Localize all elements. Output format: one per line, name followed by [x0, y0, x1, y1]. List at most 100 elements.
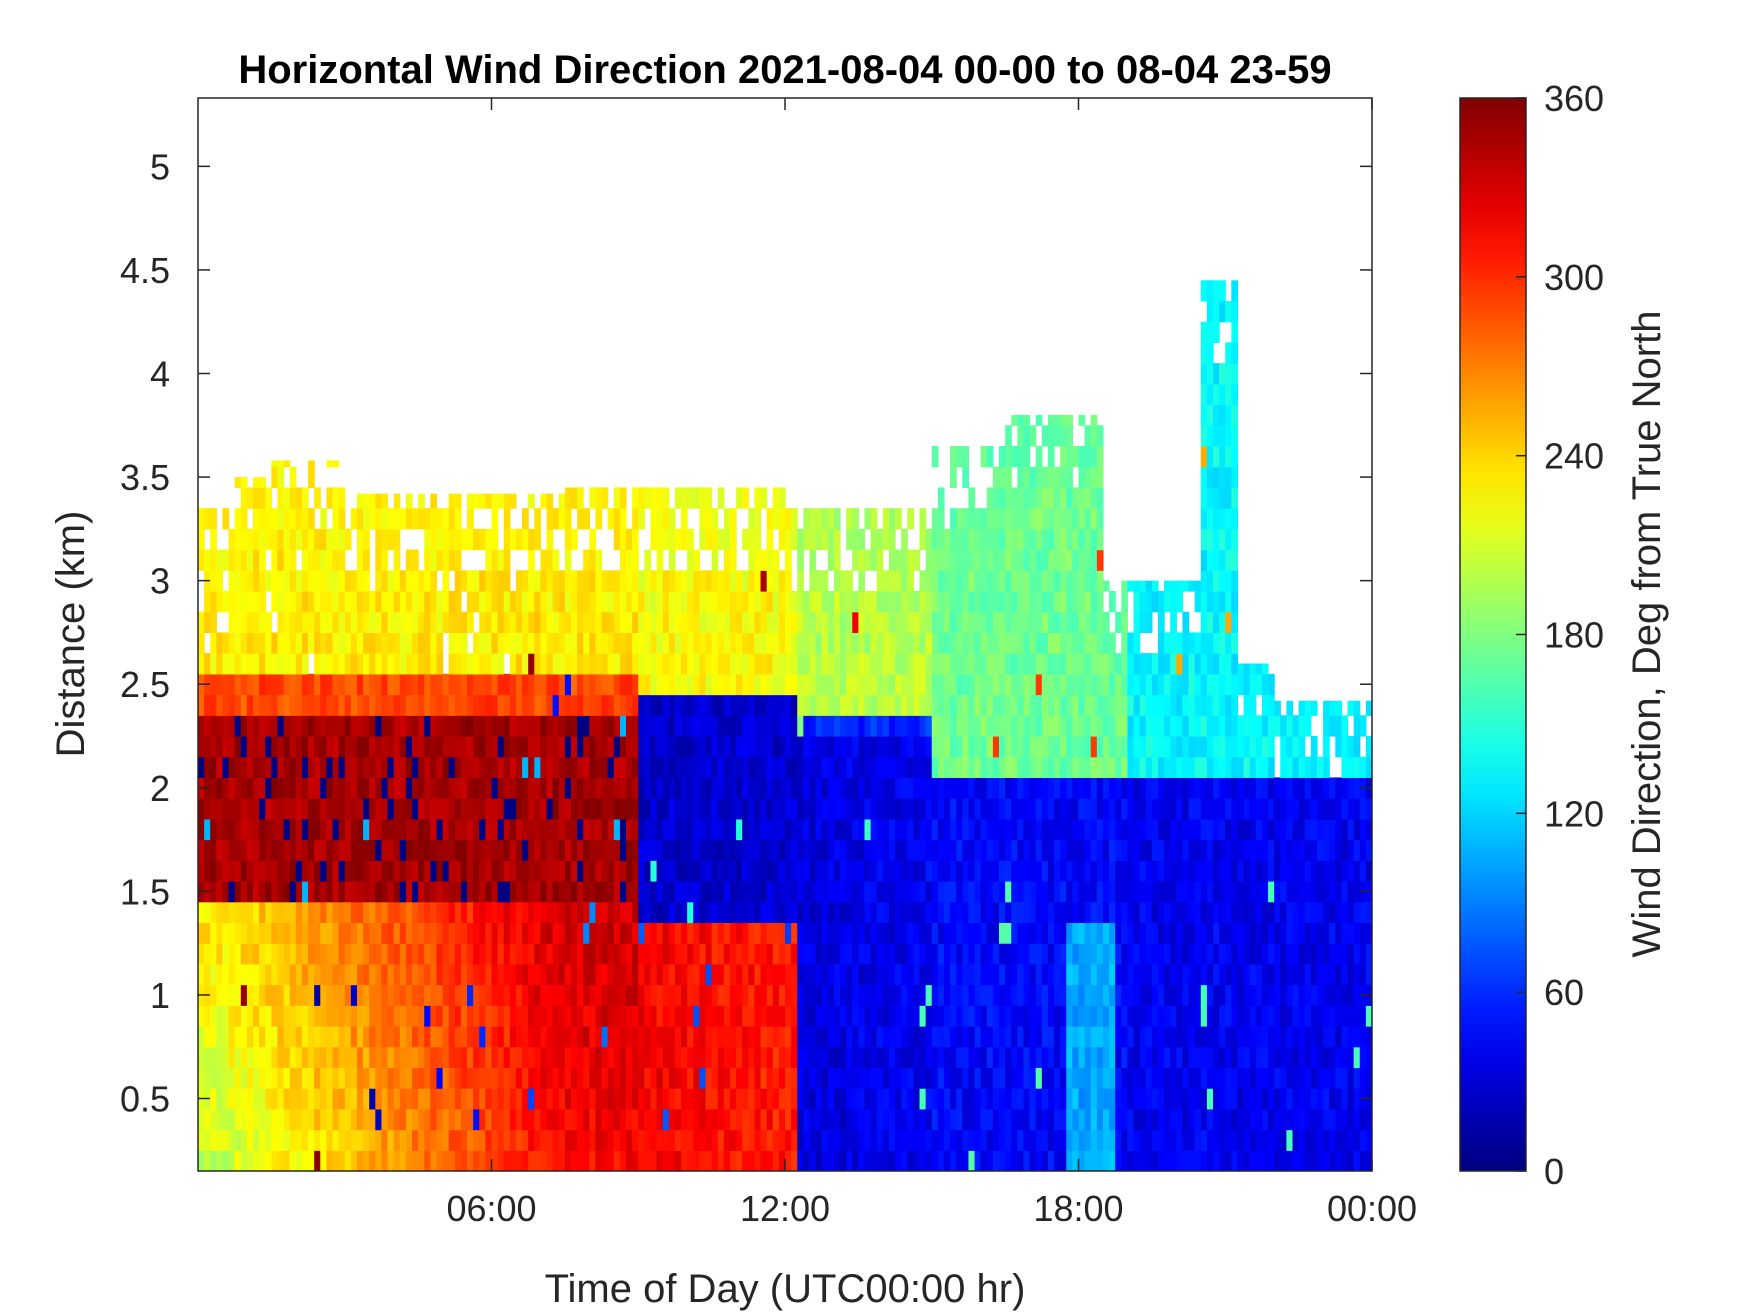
heatmap-cell — [937, 1046, 945, 1069]
heatmap-cell — [320, 1150, 327, 1171]
heatmap-cell — [1054, 1005, 1061, 1027]
heatmap-cell — [626, 632, 633, 654]
heatmap-cell — [332, 963, 340, 986]
heatmap-cell — [956, 611, 963, 634]
heatmap-cell — [1078, 798, 1086, 820]
heatmap-cell — [338, 963, 346, 986]
heatmap-cell — [925, 798, 933, 820]
heatmap-cell — [1115, 653, 1122, 675]
heatmap-cell — [705, 1088, 713, 1110]
heatmap-cell — [1109, 715, 1116, 737]
heatmap-cell — [619, 673, 627, 696]
heatmap-cell — [375, 922, 383, 944]
heatmap-cell — [846, 756, 853, 779]
heatmap-cell — [662, 487, 670, 509]
heatmap-cell — [626, 570, 633, 592]
heatmap-cell — [852, 1046, 859, 1069]
heatmap-cell — [271, 570, 279, 592]
heatmap-cell — [356, 632, 364, 654]
heatmap-cell — [479, 881, 486, 903]
heatmap-cell — [1115, 1046, 1122, 1069]
heatmap-cell — [448, 1129, 456, 1151]
heatmap-cell — [626, 777, 633, 799]
heatmap-cell — [827, 860, 835, 882]
heatmap-cell — [992, 839, 1000, 861]
heatmap-cell — [791, 694, 798, 716]
heatmap-cell — [277, 570, 285, 592]
heatmap-cell — [1041, 736, 1049, 758]
heatmap-cell — [1133, 673, 1141, 696]
heatmap-cell — [1011, 632, 1018, 654]
heatmap-cell — [907, 1067, 914, 1089]
heatmap-cell — [332, 528, 340, 551]
heatmap-cell — [766, 1046, 774, 1069]
heatmap-cell — [785, 528, 792, 551]
heatmap-cell — [962, 922, 970, 944]
heatmap-cell — [766, 1005, 774, 1027]
heatmap-cell — [809, 984, 817, 1006]
heatmap-cell — [815, 818, 823, 841]
heatmap-cell — [381, 653, 389, 675]
heatmap-cell — [393, 591, 401, 613]
heatmap-cell — [240, 1108, 248, 1131]
heatmap-cell — [1011, 901, 1018, 924]
heatmap-cell — [301, 1108, 309, 1131]
heatmap-cell — [1005, 1067, 1012, 1089]
heatmap-cell — [503, 984, 511, 1006]
heatmap-cell — [729, 673, 737, 696]
heatmap-cell — [1084, 528, 1092, 551]
heatmap-cell — [467, 881, 474, 903]
heatmap-cell — [240, 1026, 248, 1048]
heatmap-cell — [650, 1108, 658, 1131]
heatmap-cell — [956, 1150, 963, 1171]
heatmap-cell — [583, 549, 590, 571]
heatmap-cell — [840, 1088, 847, 1110]
heatmap-cell — [809, 777, 817, 799]
heatmap-cell — [265, 1005, 272, 1027]
heatmap-cell — [840, 1108, 847, 1131]
heatmap-cell — [1115, 818, 1122, 841]
heatmap-cell — [827, 1088, 835, 1110]
heatmap-cell — [833, 673, 841, 696]
heatmap-cell — [473, 1129, 480, 1151]
heatmap-cell — [662, 1088, 670, 1110]
heatmap-cell — [931, 798, 939, 820]
heatmap-cell — [888, 653, 896, 675]
heatmap-cell — [729, 777, 737, 799]
heatmap-cell — [570, 1150, 578, 1171]
heatmap-cell — [876, 1046, 884, 1069]
heatmap-cell — [497, 963, 505, 986]
heatmap-cell — [846, 922, 853, 944]
heatmap-cell — [534, 632, 542, 654]
heatmap-cell — [314, 777, 321, 799]
heatmap-cell — [454, 508, 462, 530]
heatmap-cell — [797, 1108, 804, 1131]
heatmap-cell — [999, 466, 1006, 489]
heatmap-cell — [424, 881, 431, 903]
heatmap-cell — [454, 715, 462, 737]
heatmap-cell — [1090, 881, 1098, 903]
heatmap-cell — [491, 839, 499, 861]
heatmap-cell — [473, 493, 480, 509]
heatmap-cell — [681, 591, 688, 613]
heatmap-cell — [613, 963, 621, 986]
heatmap-cell — [791, 943, 798, 965]
heatmap-cell — [375, 632, 383, 654]
heatmap-cell — [705, 715, 713, 737]
heatmap-cell — [803, 632, 811, 654]
heatmap-cell — [350, 943, 358, 965]
heatmap-cell — [308, 963, 315, 986]
heatmap-cell — [1041, 694, 1049, 716]
heatmap-cell — [907, 1026, 914, 1048]
heatmap-cell — [711, 798, 719, 820]
heatmap-cell — [253, 673, 260, 696]
heatmap-cell — [283, 860, 291, 882]
heatmap-cell — [430, 1026, 438, 1048]
heatmap-cell — [381, 632, 389, 654]
heatmap-cell — [338, 1129, 346, 1151]
heatmap-cell — [772, 673, 780, 696]
heatmap-cell — [564, 984, 572, 1006]
heatmap-cell — [271, 963, 279, 986]
heatmap-cell — [937, 1088, 945, 1110]
heatmap-cell — [950, 673, 957, 696]
